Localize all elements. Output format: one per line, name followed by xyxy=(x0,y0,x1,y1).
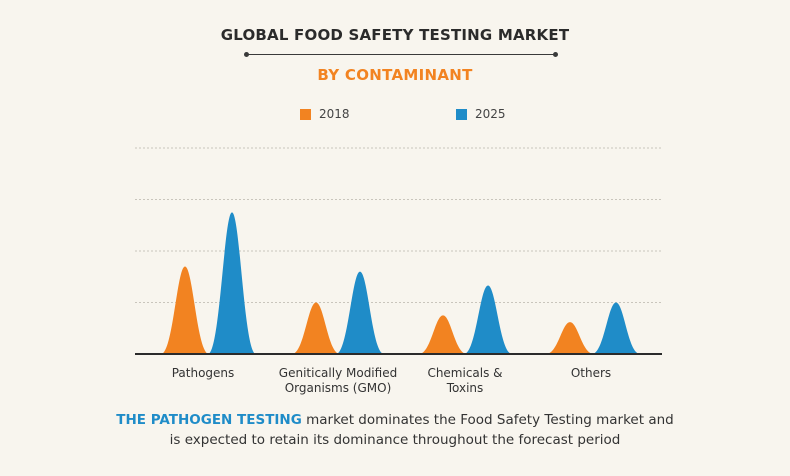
peak-2018 xyxy=(292,302,340,354)
caption-highlight: THE PATHOGEN TESTING xyxy=(116,412,302,428)
caption-line-2: is expected to retain its dominance thro… xyxy=(169,432,621,448)
legend-swatch-2018 xyxy=(300,108,311,120)
legend-item-2018: 2018 xyxy=(300,106,350,122)
peak-2018 xyxy=(161,266,209,354)
legend-item-2025: 2025 xyxy=(456,106,506,122)
x-tick-label: Pathogens xyxy=(172,366,235,380)
chart-title: GLOBAL FOOD SAFETY TESTING MARKET xyxy=(220,26,570,44)
caption-line-1: THE PATHOGEN TESTING market dominates th… xyxy=(0,410,790,430)
x-tick-label: Chemicals & Toxins xyxy=(427,366,502,395)
peak-2018 xyxy=(546,322,594,354)
chart-subtitle: BY CONTAMINANT xyxy=(317,66,473,84)
legend-label-2018: 2018 xyxy=(319,107,350,121)
chart-plot: Pathogens Genitically Modified Organisms (… xyxy=(135,147,662,395)
chart-caption: THE PATHOGEN TESTING market dominates th… xyxy=(0,410,790,450)
caption-line-1-rest: market dominates the Food Safety Testing… xyxy=(301,412,674,428)
legend-swatch-2025 xyxy=(456,108,467,120)
x-tick-label: Genitically Modified Organisms (GMO) xyxy=(279,366,397,395)
peak-2025 xyxy=(592,302,640,354)
peak-2025 xyxy=(336,271,384,354)
x-tick-label: Others xyxy=(571,366,611,380)
divider-dot-left xyxy=(244,52,249,57)
title-divider xyxy=(244,52,558,57)
peak-2018 xyxy=(419,315,467,354)
legend-label-2025: 2025 xyxy=(475,107,506,121)
divider-dot-right xyxy=(553,52,558,57)
peak-2025 xyxy=(208,212,256,354)
peak-2025 xyxy=(464,285,512,354)
